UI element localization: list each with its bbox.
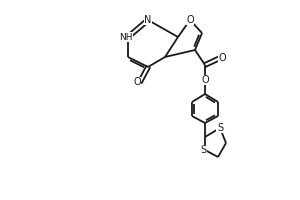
Text: O: O [186, 15, 194, 25]
Text: N: N [144, 15, 152, 25]
Text: O: O [218, 53, 226, 63]
Text: O: O [133, 77, 141, 87]
Text: S: S [200, 145, 206, 155]
Text: S: S [217, 123, 223, 133]
Text: O: O [201, 75, 209, 85]
Text: NH: NH [119, 32, 133, 42]
